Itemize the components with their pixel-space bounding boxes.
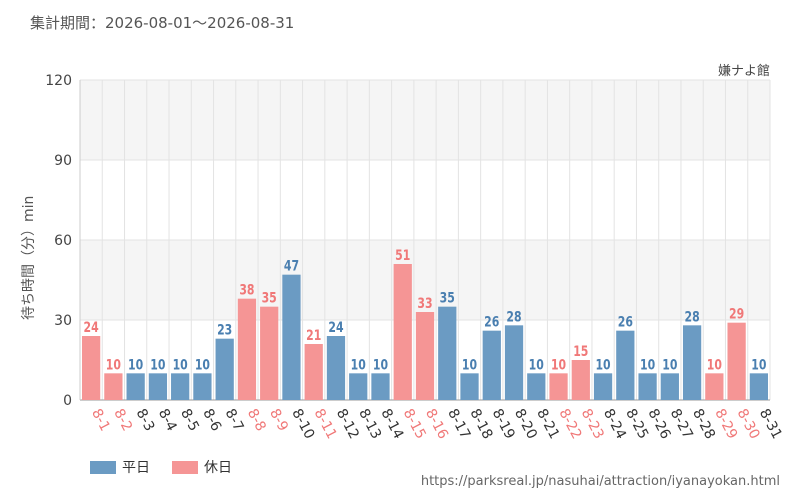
x-tick-label: 8-5 [177,406,202,434]
period-label: 集計期間：2026-08-01～2026-08-31 [30,14,295,32]
bar-8-24 [593,373,613,400]
data-label: 10 [106,356,121,373]
x-tick-label: 8-4 [155,406,180,434]
data-label: 28 [506,308,521,325]
bar-8-23 [571,360,590,400]
legend: 平日 休日 [90,457,254,477]
data-label: 10 [662,356,677,373]
grid-band [80,80,770,160]
data-label: 26 [618,313,633,330]
y-tick-label: 60 [54,233,72,249]
data-label: 38 [239,281,254,298]
bar-8-21 [527,373,546,400]
data-label: 10 [128,356,143,373]
data-label: 10 [195,356,210,373]
bar-8-25 [616,330,635,400]
data-label: 10 [751,356,766,373]
legend-swatch-weekday [90,460,116,474]
bar-8-27 [660,373,679,400]
x-tick-label: 8-6 [199,406,224,434]
data-label: 10 [150,356,165,373]
bar-8-30 [727,322,746,400]
bar-8-1 [82,336,101,400]
data-label: 10 [373,356,388,373]
data-label: 28 [684,308,699,325]
bar-8-9 [260,306,279,400]
bar-8-14 [371,373,390,400]
bar-8-15 [393,264,412,400]
data-label: 23 [217,321,232,338]
data-label: 35 [440,289,455,306]
bar-8-22 [549,373,568,400]
bar-8-18 [460,373,479,400]
bar-8-8 [237,298,257,400]
bar-8-7 [215,338,234,400]
y-tick-label: 120 [45,73,72,89]
grid-band [80,240,770,320]
x-tick-label: 8-31 [756,406,785,442]
y-tick-label: 30 [54,313,72,329]
bar-8-6 [193,373,212,400]
bar-8-20 [504,325,524,400]
data-label: 26 [484,313,499,330]
x-tick-label: 8-2 [110,406,135,434]
x-tick-label: 8-7 [222,406,247,434]
data-label: 35 [262,289,277,306]
x-tick-label: 8-8 [244,406,269,434]
legend-label-weekday: 平日 [122,460,150,476]
legend-swatch-holiday [172,460,198,474]
x-tick-label: 8-9 [266,406,291,434]
bar-8-31 [749,373,768,400]
legend-item-holiday: 休日 [172,457,232,477]
source-url: https://parksreal.jp/nasuhai/attraction/… [420,474,780,489]
bar-8-5 [171,373,190,400]
bar-8-13 [349,373,368,400]
data-label: 10 [529,356,544,373]
bar-8-2 [104,373,123,400]
data-label: 47 [284,257,299,274]
data-label: 10 [707,356,722,373]
data-label: 10 [351,356,366,373]
data-label: 51 [395,247,410,264]
data-label: 10 [462,356,477,373]
x-tick-label: 8-1 [88,406,113,434]
data-label: 15 [573,343,588,360]
bar-8-10 [282,274,301,400]
bar-8-16 [415,312,435,400]
y-tick-label: 0 [63,393,72,409]
bar-8-17 [438,306,457,400]
bar-8-19 [482,330,501,400]
bar-8-29 [705,373,724,400]
data-label: 10 [595,356,610,373]
data-label: 21 [306,327,321,344]
bar-8-11 [304,344,323,400]
legend-item-weekday: 平日 [90,457,150,477]
data-label: 24 [84,319,99,336]
bar-8-26 [638,373,657,400]
legend-label-holiday: 休日 [204,460,232,476]
data-label: 10 [173,356,188,373]
data-label: 10 [640,356,655,373]
data-label: 29 [729,305,744,322]
data-label: 33 [417,295,432,312]
attraction-name: 嫌ナよ館 [717,64,770,79]
data-label: 24 [328,319,343,336]
data-label: 10 [551,356,566,373]
bar-8-3 [126,373,145,400]
bar-8-4 [148,373,168,400]
x-tick-label: 8-3 [133,406,158,434]
bar-8-28 [682,325,702,400]
y-tick-label: 90 [54,153,72,169]
bar-8-12 [326,336,346,400]
